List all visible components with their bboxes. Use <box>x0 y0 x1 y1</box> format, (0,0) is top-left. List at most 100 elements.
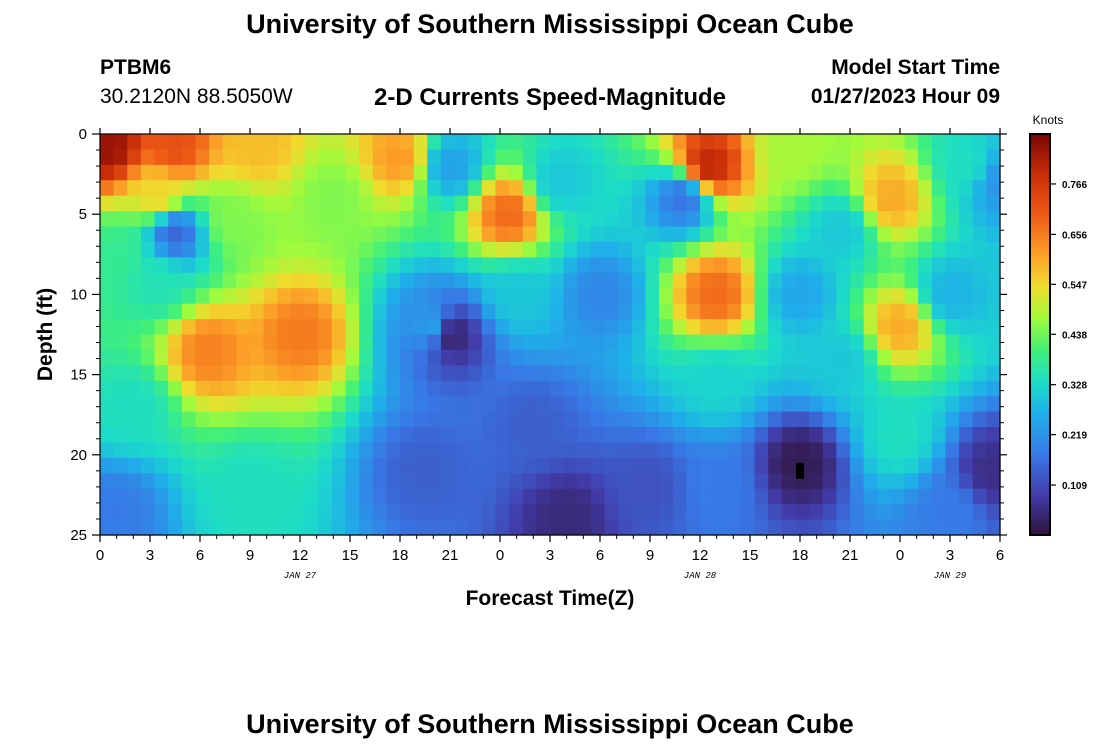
heatmap-cell <box>645 504 660 521</box>
heatmap-cell <box>809 180 824 197</box>
heatmap-cell <box>359 195 374 212</box>
heatmap-cell <box>850 442 865 459</box>
heatmap-cell <box>822 457 837 474</box>
heatmap-cell <box>522 396 537 413</box>
heatmap-cell <box>618 211 633 228</box>
heatmap-cell <box>672 334 687 351</box>
heatmap-cell <box>959 288 974 305</box>
heatmap-cell <box>386 195 401 212</box>
heatmap-cell <box>495 442 510 459</box>
heatmap-cell <box>618 134 633 151</box>
heatmap-cell <box>495 349 510 366</box>
heatmap-cell <box>290 380 306 397</box>
heatmap-cell <box>440 334 456 351</box>
heatmap-cell <box>290 442 306 459</box>
heatmap-cell <box>713 180 728 197</box>
heatmap-cell <box>768 272 783 289</box>
heatmap-cell <box>686 427 701 444</box>
heatmap-cell <box>918 427 933 444</box>
heatmap-cell <box>386 226 401 243</box>
heatmap-cell <box>740 257 756 274</box>
heatmap-cell <box>645 427 660 444</box>
heatmap-cell <box>195 349 210 366</box>
heatmap-cell <box>563 411 578 428</box>
heatmap-cell <box>904 288 919 305</box>
heatmap-cell <box>468 149 483 166</box>
heatmap-cell <box>345 427 360 444</box>
heatmap-cell <box>481 380 497 397</box>
heatmap-cell <box>495 504 510 521</box>
heatmap-cell <box>550 226 565 243</box>
heatmap-cell <box>754 211 769 228</box>
heatmap-cell <box>168 473 183 490</box>
heatmap-cell <box>140 149 156 166</box>
heatmap-cell <box>454 334 469 351</box>
heatmap-cell <box>154 180 169 197</box>
heatmap-cell <box>536 504 551 521</box>
heatmap-cell <box>918 134 933 151</box>
heatmap-cell <box>877 457 892 474</box>
heatmap-cell <box>904 442 919 459</box>
heatmap-cell <box>563 488 578 505</box>
heatmap-cell <box>659 164 674 181</box>
heatmap-cell <box>822 380 837 397</box>
heatmap-cell <box>550 365 565 382</box>
heatmap-cell <box>959 411 974 428</box>
heatmap-cell <box>590 504 606 521</box>
heatmap-cell <box>877 442 892 459</box>
heatmap-cell <box>686 457 701 474</box>
heatmap-cell <box>550 319 565 336</box>
heatmap-cell <box>836 488 851 505</box>
heatmap-cell <box>577 226 592 243</box>
heatmap-cell <box>154 488 169 505</box>
heatmap-cell <box>822 473 837 490</box>
heatmap-cell <box>400 488 415 505</box>
heatmap-cell <box>877 349 892 366</box>
heatmap-cell <box>890 396 906 413</box>
heatmap-cell <box>836 349 851 366</box>
heatmap-cell <box>100 334 115 351</box>
heatmap-cell <box>590 241 606 258</box>
heatmap-cell <box>509 164 524 181</box>
heatmap-cell <box>331 427 347 444</box>
heatmap-cell <box>113 303 128 320</box>
heatmap-cell <box>277 334 292 351</box>
heatmap-cell <box>672 149 687 166</box>
heatmap-cell <box>468 334 483 351</box>
heatmap-cell <box>631 349 647 366</box>
heatmap-cell <box>413 303 428 320</box>
heatmap-cell <box>863 427 878 444</box>
heatmap-cell <box>672 396 687 413</box>
colorbar-tick-label: 0.547 <box>1062 280 1087 291</box>
heatmap-cell <box>877 504 892 521</box>
heatmap-cell <box>768 257 783 274</box>
heatmap-cell <box>277 519 292 536</box>
heatmap-cell <box>686 334 701 351</box>
heatmap-cell <box>209 473 224 490</box>
heatmap-cell <box>727 380 742 397</box>
heatmap-cell <box>290 149 306 166</box>
heatmap-cell <box>100 195 115 212</box>
heatmap-cell <box>413 349 428 366</box>
heatmap-cell <box>100 164 115 181</box>
heatmap-cell <box>700 303 715 320</box>
heatmap-cell <box>931 319 947 336</box>
heatmap-cell <box>809 195 824 212</box>
heatmap-cell <box>590 427 606 444</box>
heatmap-cell <box>822 272 837 289</box>
heatmap-cell <box>727 134 742 151</box>
heatmap-cell <box>795 349 810 366</box>
heatmap-cell <box>250 195 265 212</box>
heatmap-cell <box>822 257 837 274</box>
heatmap-cell <box>522 411 537 428</box>
heatmap-cell <box>522 519 537 536</box>
heatmap-cell <box>959 396 974 413</box>
heatmap-cell <box>700 334 715 351</box>
heatmap-cell <box>727 164 742 181</box>
heatmap-cell <box>168 319 183 336</box>
heatmap-cell <box>168 380 183 397</box>
heatmap-cell <box>850 149 865 166</box>
heatmap-cell <box>113 319 128 336</box>
heatmap-cell <box>645 303 660 320</box>
heatmap-cell <box>631 134 647 151</box>
